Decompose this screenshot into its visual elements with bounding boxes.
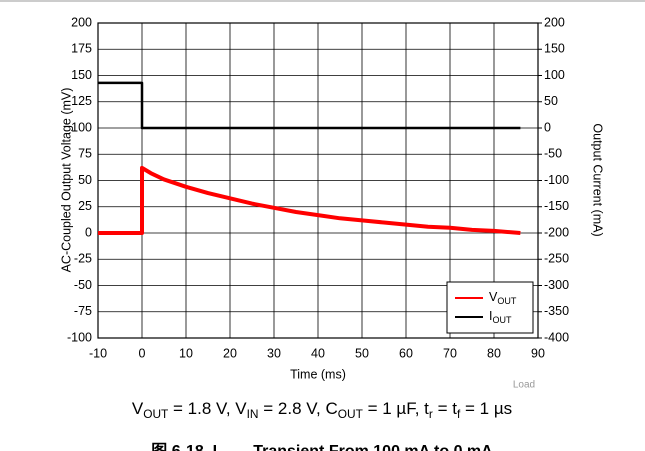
- y-tick-label: 125: [71, 94, 92, 108]
- caption-text: = 2.8 V, C: [259, 399, 338, 418]
- y-tick-label: -25: [74, 252, 92, 266]
- legend-label-sub: OUT: [492, 315, 512, 325]
- caption-text: = 1 µF, t: [363, 399, 429, 418]
- y2-tick-label: 200: [544, 15, 565, 29]
- y-tick-label: 25: [78, 199, 92, 213]
- caption-sub: r: [429, 407, 433, 421]
- y-tick-label: -50: [74, 278, 92, 292]
- x-tick-label: 30: [267, 346, 281, 360]
- y2-tick-label: -200: [544, 225, 569, 239]
- caption-sub: OUT: [143, 407, 168, 421]
- y-tick-label: 50: [78, 173, 92, 187]
- y2-axis-label: Output Current (mA): [591, 123, 605, 236]
- y2-tick-label: 50: [544, 94, 558, 108]
- y2-tick-label: -250: [544, 252, 569, 266]
- x-axis-label: Time (ms): [290, 367, 346, 381]
- caption-sub: IN: [247, 407, 259, 421]
- y-tick-label: 150: [71, 68, 92, 82]
- y-tick-label: 175: [71, 42, 92, 56]
- series-line: [98, 165, 521, 235]
- x-tick-label: 80: [487, 346, 501, 360]
- y-tick-label: 0: [85, 225, 92, 239]
- caption-text: = t: [433, 399, 457, 418]
- y2-tick-label: -150: [544, 199, 569, 213]
- x-tick-label: 0: [139, 346, 146, 360]
- y-tick-label: 100: [71, 120, 92, 134]
- y2-tick-label: 150: [544, 42, 565, 56]
- legend-label-sub: OUT: [497, 296, 517, 306]
- legend-box: [446, 281, 534, 334]
- y-axis-label: AC-Coupled Output Voltage (mV): [59, 88, 73, 273]
- annotation: Load: [513, 380, 535, 391]
- x-tick-label: 70: [443, 346, 457, 360]
- legend-label: IOUT: [489, 309, 512, 325]
- y2-tick-label: -350: [544, 304, 569, 318]
- x-tick-label: 60: [399, 346, 413, 360]
- y-tick-label: 200: [71, 15, 92, 29]
- series-line: [98, 81, 521, 130]
- figure-title: 图 6-18. ILOAD Transient From 100 mA to 0…: [151, 442, 493, 451]
- x-tick-label: 10: [179, 346, 193, 360]
- y2-tick-label: -300: [544, 278, 569, 292]
- caption-text: V: [132, 399, 144, 418]
- caption: VOUT = 1.8 V, VIN = 2.8 V, COUT = 1 µF, …: [132, 399, 512, 421]
- y2-tick-label: -100: [544, 173, 569, 187]
- y-tick-label: -75: [74, 304, 92, 318]
- y2-tick-label: -50: [544, 147, 562, 161]
- x-tick-label: -10: [89, 346, 107, 360]
- figure-title-text: 图 6-18. I: [151, 442, 217, 451]
- x-tick-label: 90: [531, 346, 545, 360]
- caption-text: = 1 µs: [460, 399, 512, 418]
- plot-frame: [97, 22, 539, 339]
- y2-tick-label: -400: [544, 330, 569, 344]
- caption-sub: OUT: [338, 407, 363, 421]
- caption-sub: f: [457, 407, 461, 421]
- y2-tick-label: 0: [544, 120, 551, 134]
- x-tick-label: 40: [311, 346, 325, 360]
- legend-label: VOUT: [489, 290, 517, 306]
- y-tick-label: -100: [67, 330, 92, 344]
- y-tick-label: 75: [78, 147, 92, 161]
- x-tick-label: 20: [223, 346, 237, 360]
- x-tick-label: 50: [355, 346, 369, 360]
- legend-label-base: V: [489, 290, 498, 304]
- caption-text: = 1.8 V, V: [168, 399, 247, 418]
- figure-title-text: Transient From 100 mA to 0 mA: [249, 443, 493, 451]
- legend-label-base: I: [489, 309, 492, 323]
- y2-tick-label: 100: [544, 68, 565, 82]
